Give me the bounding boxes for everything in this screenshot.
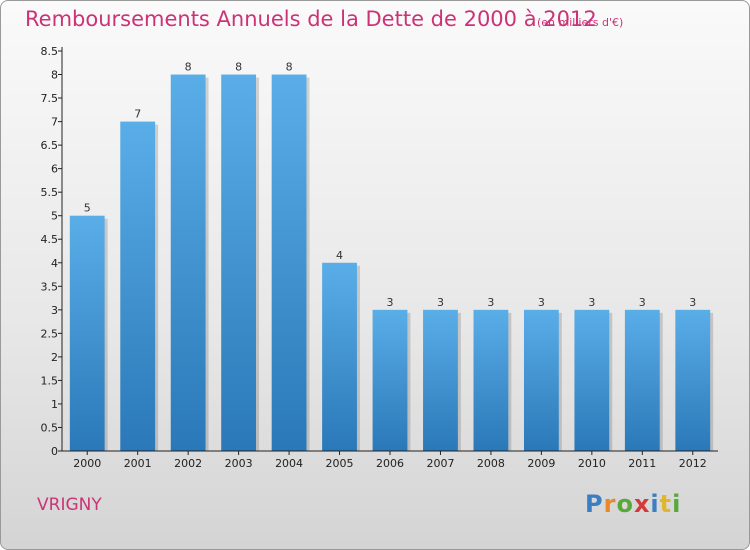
bar-2010	[574, 309, 610, 451]
x-tick-label: 2004	[275, 457, 303, 470]
y-tick-label: 5	[51, 210, 58, 223]
y-tick-label: 2.5	[41, 327, 59, 340]
logo-letter: P	[585, 490, 604, 518]
logo-letter: i	[672, 490, 682, 518]
y-tick-label: 6.5	[41, 139, 59, 152]
y-tick-label: 0	[51, 445, 58, 458]
bar-value-label: 3	[538, 296, 545, 309]
bar-value-label: 8	[235, 61, 242, 74]
bar-2011	[624, 309, 660, 451]
bar-2003	[221, 74, 257, 451]
y-tick-label: 0.5	[41, 421, 59, 434]
y-tick-label: 3.5	[41, 280, 59, 293]
x-tick-label: 2010	[578, 457, 606, 470]
bar-2012	[675, 309, 711, 451]
x-tick-label: 2011	[628, 457, 656, 470]
y-tick-label: 7.5	[41, 92, 59, 105]
bar-value-label: 8	[185, 61, 192, 74]
x-tick-label: 2012	[679, 457, 707, 470]
bar-value-label: 3	[689, 296, 696, 309]
y-tick-label: 1	[51, 398, 58, 411]
x-tick-label: 2003	[225, 457, 253, 470]
proxiti-logo: Proxiti	[585, 490, 681, 518]
bar-value-label: 8	[286, 61, 293, 74]
y-tick-label: 3	[51, 304, 58, 317]
logo-letter: r	[603, 490, 617, 518]
x-tick-label: 2006	[376, 457, 404, 470]
x-tick-label: 2002	[174, 457, 202, 470]
y-tick-label: 1.5	[41, 374, 59, 387]
y-tick-label: 2	[51, 351, 58, 364]
chart-title: Remboursements Annuels de la Dette de 20…	[25, 7, 597, 31]
bar-2002	[170, 74, 206, 451]
bar-value-label: 3	[437, 296, 444, 309]
bar-value-label: 3	[588, 296, 595, 309]
bar-value-label: 5	[84, 202, 91, 215]
y-tick-label: 4.5	[41, 233, 59, 246]
bar-value-label: 3	[639, 296, 646, 309]
bar-2000	[69, 215, 105, 451]
logo-letter: o	[616, 490, 634, 518]
logo-letter: t	[659, 490, 673, 518]
bar-value-label: 7	[134, 108, 141, 121]
bar-value-label: 3	[487, 296, 494, 309]
y-tick-label: 5.5	[41, 186, 59, 199]
bar-2007	[423, 309, 458, 451]
bar-2009	[523, 309, 559, 451]
logo-letter: x	[633, 490, 651, 518]
y-tick-label: 4	[51, 257, 58, 270]
bar-2004	[271, 74, 307, 451]
x-tick-label: 2005	[326, 457, 354, 470]
y-tick-label: 6	[51, 163, 58, 176]
commune-name: VRIGNY	[37, 495, 102, 515]
x-tick-label: 2001	[124, 457, 152, 470]
y-tick-label: 8	[51, 69, 58, 82]
bar-2006	[372, 309, 408, 451]
logo-letter: i	[650, 490, 660, 518]
y-tick-label: 7	[51, 116, 58, 129]
bar-value-label: 4	[336, 249, 343, 262]
bar-value-label: 3	[387, 296, 394, 309]
y-tick-label: 8.5	[41, 45, 59, 58]
chart-unit: (en milliers d'€)	[537, 16, 624, 29]
bar-2001	[120, 121, 156, 452]
bar-2008	[473, 309, 509, 451]
x-tick-label: 2000	[73, 457, 101, 470]
bar-2005	[322, 262, 357, 451]
x-tick-label: 2008	[477, 457, 505, 470]
x-tick-label: 2007	[426, 457, 454, 470]
x-tick-label: 2009	[527, 457, 555, 470]
